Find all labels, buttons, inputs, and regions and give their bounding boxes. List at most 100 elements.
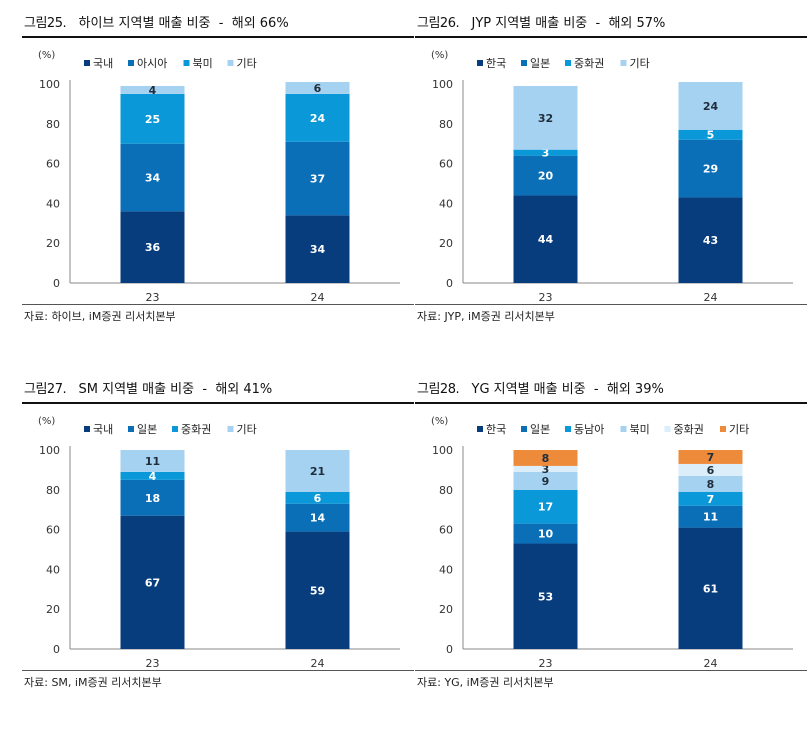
data-label: 14 bbox=[310, 512, 326, 525]
chart-panel-sm: 그림27. SM 지역별 매출 비중 - 해외 41% (%) 국내 일본 중화권 기타… bbox=[22, 366, 414, 692]
stacked-bar-chart: (%) 한국 일본 중화권 기타 0 20 40 60 80 100 44 20 3 32 23 43 29 5 24… bbox=[431, 50, 793, 304]
data-label: 6 bbox=[314, 82, 322, 95]
data-label: 5 bbox=[707, 129, 715, 142]
legend-swatch bbox=[620, 426, 627, 432]
legend-swatch bbox=[477, 60, 483, 66]
legend-swatch bbox=[183, 60, 190, 66]
y-tick-label: 0 bbox=[53, 643, 60, 656]
bar-segment bbox=[120, 85, 185, 94]
bar-segment bbox=[285, 141, 350, 216]
legend-swatch bbox=[664, 426, 671, 432]
source-note: 자료: YG, iM증권 리서치본부 bbox=[417, 676, 554, 689]
legend-item: 기타 bbox=[227, 423, 257, 436]
source-note: 자료: SM, iM증권 리서치본부 bbox=[24, 676, 162, 689]
data-label: 11 bbox=[145, 455, 160, 468]
legend-label: 북미 bbox=[193, 57, 213, 70]
data-label: 6 bbox=[314, 492, 322, 505]
bar-segment bbox=[120, 93, 185, 144]
bar-segment bbox=[513, 543, 578, 649]
data-label: 4 bbox=[149, 84, 157, 97]
bar-segment bbox=[285, 491, 350, 504]
bar-segment bbox=[513, 195, 578, 283]
data-label: 24 bbox=[310, 112, 326, 125]
y-tick-label: 100 bbox=[432, 444, 453, 457]
source-divider bbox=[415, 670, 807, 671]
bar-segment bbox=[120, 143, 185, 212]
bar-segment bbox=[285, 503, 350, 532]
legend-label: 중화권 bbox=[574, 57, 604, 70]
chart-title: YG 지역별 매출 비중 - 해외 39% bbox=[471, 382, 664, 397]
data-label: 9 bbox=[542, 475, 550, 488]
legend-item: 기타 bbox=[227, 57, 257, 70]
y-axis-unit: (%) bbox=[431, 50, 448, 61]
bar-segment bbox=[513, 523, 578, 544]
bar-segment bbox=[285, 450, 350, 492]
legend-swatch bbox=[720, 426, 726, 432]
legend-swatch bbox=[84, 426, 90, 432]
y-tick-label: 0 bbox=[446, 277, 453, 290]
y-tick-label: 100 bbox=[432, 78, 453, 91]
y-tick-label: 40 bbox=[46, 197, 60, 210]
y-tick-label: 60 bbox=[439, 158, 453, 171]
legend-label: 동남아 bbox=[574, 423, 604, 436]
bar-segment bbox=[120, 515, 185, 649]
legend-label: 국내 bbox=[93, 423, 113, 436]
data-label: 7 bbox=[707, 451, 715, 464]
y-tick-label: 80 bbox=[439, 484, 453, 497]
data-label: 20 bbox=[538, 170, 554, 183]
panel-title: 그림28. YG 지역별 매출 비중 - 해외 39% bbox=[417, 378, 664, 397]
y-tick-label: 20 bbox=[46, 237, 60, 250]
legend-label: 기타 bbox=[729, 423, 749, 436]
bar-segment bbox=[513, 85, 578, 150]
panel-title: 그림26. JYP 지역별 매출 비중 - 해외 57% bbox=[417, 12, 665, 31]
legend-item: 동남아 bbox=[565, 423, 604, 436]
bar-segment bbox=[678, 475, 743, 492]
bar-segment bbox=[285, 93, 350, 142]
legend-label: 아시아 bbox=[137, 57, 167, 70]
bar-segment bbox=[678, 505, 743, 528]
source-divider bbox=[22, 670, 414, 671]
legend-swatch bbox=[172, 426, 178, 432]
legend-label: 일본 bbox=[530, 422, 550, 436]
legend-label: 중화권 bbox=[181, 423, 211, 436]
bar-segment bbox=[513, 465, 578, 472]
x-tick-label: 23 bbox=[539, 657, 553, 670]
data-label: 6 bbox=[707, 464, 715, 477]
data-label: 36 bbox=[145, 241, 161, 254]
bar-segment bbox=[678, 491, 743, 506]
y-tick-label: 20 bbox=[439, 237, 453, 250]
chart-panel-jyp: 그림26. JYP 지역별 매출 비중 - 해외 57% (%) 한국 일본 중화권 기… bbox=[415, 0, 807, 326]
x-tick-label: 24 bbox=[704, 291, 718, 304]
legend-swatch bbox=[565, 426, 571, 432]
source-note: 자료: 하이브, iM증권 리서치본부 bbox=[24, 310, 176, 323]
y-tick-label: 40 bbox=[439, 563, 453, 576]
figure-label: 그림25. bbox=[24, 16, 67, 31]
data-label: 10 bbox=[538, 528, 554, 541]
bar-segment bbox=[513, 489, 578, 524]
bar-segment bbox=[120, 450, 185, 472]
legend-swatch bbox=[128, 60, 134, 66]
panel-title: 그림27. SM 지역별 매출 비중 - 해외 41% bbox=[24, 378, 272, 397]
legend-item: 기타 bbox=[620, 57, 650, 70]
data-label: 11 bbox=[703, 511, 718, 524]
figure-label: 그림28. bbox=[417, 382, 460, 397]
bar-segment bbox=[120, 471, 185, 480]
data-label: 4 bbox=[149, 470, 157, 483]
data-label: 34 bbox=[310, 243, 326, 256]
chart-panel-yg: 그림28. YG 지역별 매출 비중 - 해외 39% (%) 한국 일본 동남아 북미… bbox=[415, 366, 807, 692]
x-tick-label: 23 bbox=[539, 291, 553, 304]
legend-label: 한국 bbox=[486, 57, 506, 70]
chart-panel-hybe: 그림25. 하이브 지역별 매출 비중 - 해외 66% (%) 국내 아시아 북미 기… bbox=[22, 0, 414, 326]
y-tick-label: 80 bbox=[439, 118, 453, 131]
y-tick-label: 40 bbox=[439, 197, 453, 210]
data-label: 18 bbox=[145, 492, 160, 505]
legend-label: 국내 bbox=[93, 57, 113, 70]
stacked-bar-chart: (%) 국내 일본 중화권 기타 0 20 40 60 80 100 67 18 4 11 23 59 14 6 21… bbox=[38, 416, 400, 670]
title-divider bbox=[22, 36, 414, 38]
legend-swatch bbox=[227, 60, 234, 66]
bar-segment bbox=[513, 149, 578, 156]
data-label: 37 bbox=[310, 173, 325, 186]
y-axis-unit: (%) bbox=[38, 50, 55, 61]
legend-item: 일본 bbox=[128, 422, 157, 436]
bar-segment bbox=[285, 82, 350, 94]
